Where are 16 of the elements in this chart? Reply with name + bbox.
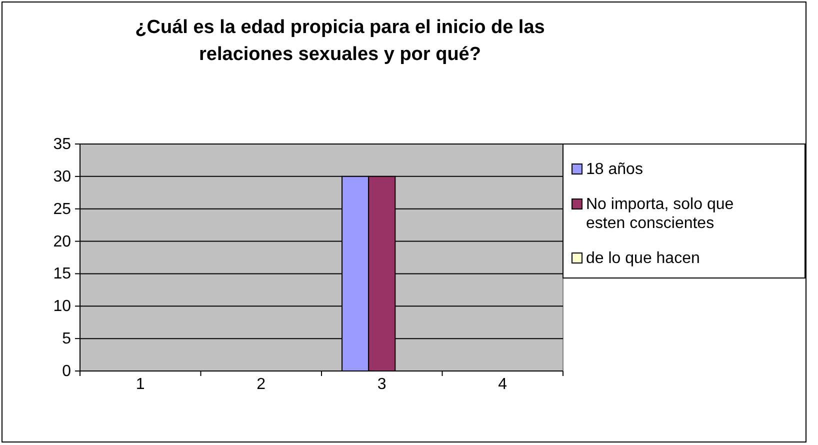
y-tick-label: 0 xyxy=(62,363,72,380)
y-tick-label: 10 xyxy=(53,298,72,316)
y-tick-label: 25 xyxy=(53,200,72,218)
x-tick-label: 1 xyxy=(136,376,145,393)
x-tick-label: 2 xyxy=(256,376,266,393)
y-tick-label: 15 xyxy=(53,266,72,283)
legend-label: No importa, solo que esten conscientes xyxy=(586,196,734,232)
x-tick-label: 3 xyxy=(377,376,386,393)
y-tick-label: 30 xyxy=(53,168,72,186)
y-tick-label: 35 xyxy=(53,136,72,153)
legend-label: 18 años xyxy=(586,161,643,178)
x-tick-label: 4 xyxy=(498,376,508,393)
chart-title: ¿Cuál es la edad propicia para el inicio de las relaciones sexuales y por qué? xyxy=(135,17,545,65)
y-tick-label: 20 xyxy=(53,233,72,250)
y-tick-label: 5 xyxy=(62,330,72,348)
legend-label: de lo que hacen xyxy=(586,250,700,267)
